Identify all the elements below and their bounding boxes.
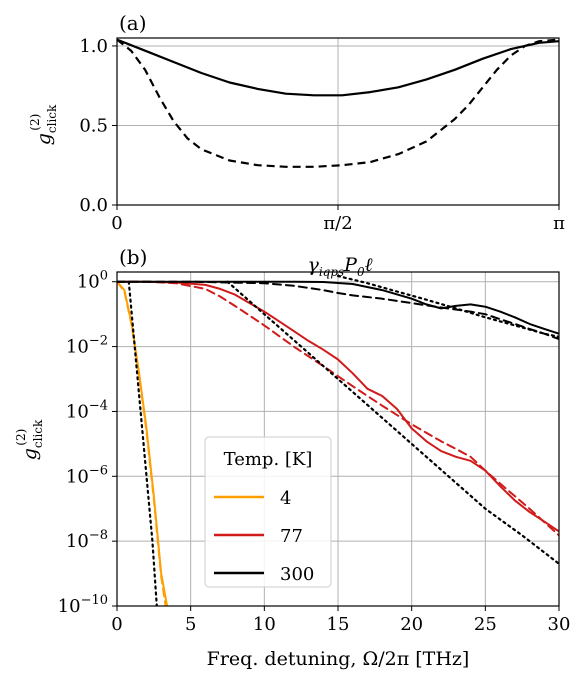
- panel-a-y-tick-label: 0.0: [79, 195, 108, 216]
- panel-a-x-tick-label: π: [553, 213, 565, 234]
- panel-b-fit-dotted-line: [127, 280, 158, 606]
- panel-a-series: [116, 38, 560, 168]
- panel-a-grid: [116, 38, 560, 206]
- panel-b-y-tick-label: 10−10: [58, 593, 108, 617]
- panel-a-x-ticks: 0 π/2 π: [111, 205, 565, 234]
- panel-b-grid: [116, 272, 560, 607]
- panel-b: 0 5 10 15 20 25 30 100 10−2 10−4 10−6 10−8 10−10 (b…: [14, 245, 570, 670]
- panel-a-series-line-solid: [116, 38, 560, 97]
- panel-a-y-tick-label: 1.0: [79, 36, 108, 57]
- panel-a-label: (a): [119, 11, 147, 35]
- legend-box: [204, 436, 332, 588]
- panel-b-x-axis-label: Freq. detuning, Ω/2π [THz]: [207, 648, 470, 670]
- panel-b-y-tick-label: 10−2: [66, 334, 108, 358]
- panel-b-series: [117, 274, 559, 606]
- panel-b-series-4K-dashed-line: [117, 280, 167, 606]
- panel-b-y-tick-label: 100: [77, 269, 108, 293]
- legend-label-300: 300: [280, 564, 314, 585]
- panel-b-fit-dotted-line: [336, 274, 559, 338]
- panel-b-series-77K-dashed-line: [117, 280, 559, 537]
- panel-a-x-tick-label: 0: [111, 213, 122, 234]
- panel-b-x-tick-label: 30: [548, 614, 571, 635]
- panel-a-y-ticks: 0.0 0.5 1.0: [79, 36, 117, 216]
- panel-a-y-axis-label: gclick(2): [28, 104, 59, 145]
- panel-b-x-tick-label: 15: [327, 614, 350, 635]
- panel-b-y-tick-label: 10−6: [66, 463, 108, 487]
- panel-a-y-tick-label: 0.5: [79, 115, 108, 136]
- panel-b-series-300K-dashed-line: [117, 280, 559, 341]
- panel-b-y-tick-label: 10−8: [66, 528, 108, 552]
- panel-b-x-tick-label: 0: [111, 614, 122, 635]
- panel-b-x-tick-label: 5: [185, 614, 196, 635]
- legend-entries: 4 77 300: [214, 488, 314, 585]
- panel-b-x-tick-label: 10: [253, 614, 276, 635]
- legend-label-4: 4: [280, 488, 291, 509]
- panel-b-y-ticks: 100 10−2 10−4 10−6 10−8 10−10: [58, 269, 117, 617]
- panel-b-x-ticks: 0 5 10 15 20 25 30: [111, 606, 570, 635]
- panel-b-y-tick-label: 10−4: [66, 398, 108, 422]
- panel-a: 0 π/2 π 0.0 0.5 1.0 (a) γiqpsP0ℓ gclick(2): [28, 11, 565, 279]
- legend-label-77: 77: [280, 526, 303, 547]
- panel-b-fit-dotted-line: [226, 280, 559, 565]
- panel-a-x-axis-label: γiqpsP0ℓ: [307, 254, 372, 279]
- legend: Temp. [K] 4 77 300: [204, 436, 332, 588]
- panel-b-x-tick-label: 25: [474, 614, 497, 635]
- panel-a-x-tick-label: π/2: [323, 213, 352, 234]
- legend-title: Temp. [K]: [224, 449, 313, 470]
- panel-b-y-axis-label: gclick(2): [14, 419, 45, 460]
- panel-b-label: (b): [119, 245, 147, 269]
- panel-b-x-tick-label: 20: [400, 614, 423, 635]
